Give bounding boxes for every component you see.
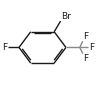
Text: F: F bbox=[89, 43, 94, 52]
Text: F: F bbox=[83, 54, 88, 63]
Text: Br: Br bbox=[61, 12, 71, 21]
Text: F: F bbox=[83, 32, 88, 41]
Text: F: F bbox=[3, 43, 8, 52]
